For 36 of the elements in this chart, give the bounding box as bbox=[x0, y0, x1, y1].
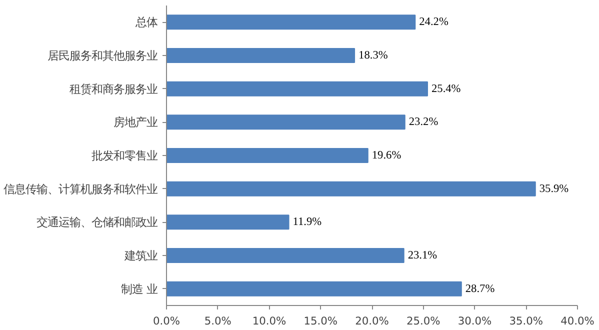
data-label: 23.2% bbox=[408, 116, 439, 128]
bar bbox=[166, 48, 356, 63]
y-tick-label: 信息传输、计算机服务和软件业 bbox=[4, 182, 158, 196]
bar bbox=[166, 114, 406, 130]
bar bbox=[166, 281, 462, 296]
bar bbox=[166, 214, 290, 230]
x-tick-label: 5.0% bbox=[204, 314, 232, 328]
y-tick-label: 制造 业 bbox=[120, 282, 158, 296]
x-tick-label: 20.0% bbox=[355, 314, 389, 328]
bar bbox=[166, 248, 404, 263]
y-tick-label: 批发和零售业 bbox=[92, 148, 158, 162]
x-tick-label: 30.0% bbox=[458, 314, 492, 328]
y-tick-label: 租赁和商务服务业 bbox=[70, 82, 158, 96]
data-label: 28.7% bbox=[465, 282, 496, 295]
y-tick-label: 总体 bbox=[134, 15, 158, 30]
y-tick-label: 房地产业 bbox=[114, 115, 158, 130]
bar bbox=[166, 148, 368, 163]
data-label: 24.2% bbox=[419, 16, 449, 28]
x-tick-label: 15.0% bbox=[304, 314, 338, 328]
x-tick-label: 40.0% bbox=[560, 314, 594, 328]
bar bbox=[166, 181, 536, 196]
data-label: 23.1% bbox=[408, 250, 438, 262]
x-tick-label: 35.0% bbox=[509, 314, 544, 328]
y-tick-label: 建筑业 bbox=[124, 248, 158, 262]
y-tick-label: 居民服务和其他服务业 bbox=[48, 48, 158, 62]
data-label: 18.3% bbox=[358, 50, 388, 62]
x-tick-label: 0.0% bbox=[152, 314, 180, 328]
data-label: 19.6% bbox=[372, 150, 402, 162]
x-tick-label: 10.0% bbox=[252, 314, 286, 328]
x-tick-label: 25.0% bbox=[406, 314, 440, 328]
data-label: 35.9% bbox=[539, 182, 570, 195]
y-tick-label: 交通运输、仓储和邮政业 bbox=[36, 215, 158, 230]
data-label: 25.4% bbox=[431, 82, 462, 95]
bar bbox=[166, 81, 428, 96]
bar bbox=[166, 14, 416, 30]
data-label: 11.9% bbox=[292, 216, 322, 228]
